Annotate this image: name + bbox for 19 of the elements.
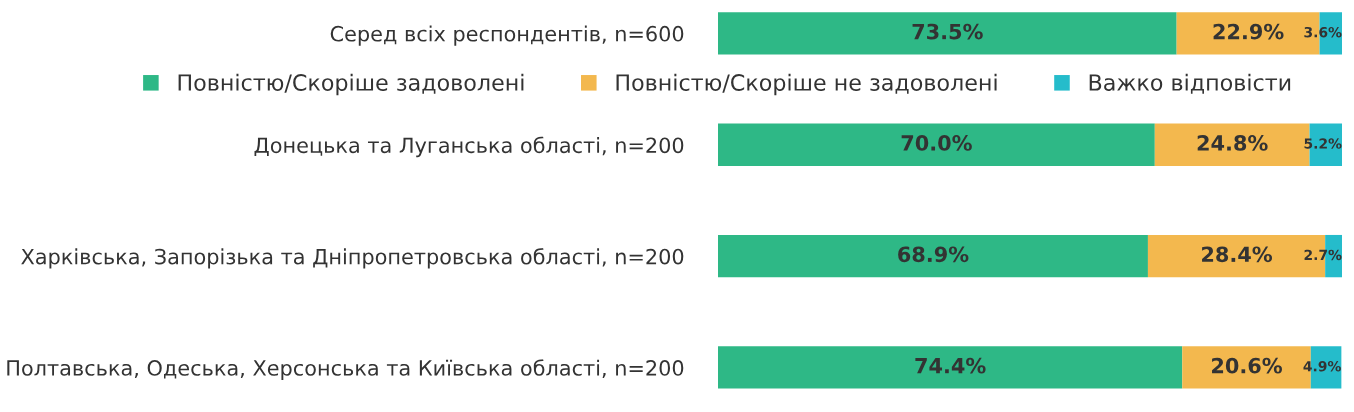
data-label: 73.5% bbox=[912, 23, 983, 40]
y-tick-label: Донецька та Луганська області, n=200 bbox=[254, 136, 684, 158]
data-label: 22.9% bbox=[1213, 23, 1284, 40]
y-tick-label: Харківська, Запорізька та Дніпропетровська області, n=200 bbox=[21, 248, 684, 269]
bar bbox=[718, 346, 1183, 389]
legend-label: Повністю/Скоріше не задоволені bbox=[616, 73, 997, 96]
bar bbox=[718, 12, 1177, 55]
legend-label: Важко відповісти bbox=[1089, 73, 1291, 94]
y-tick-label: Полтавська, Одеська, Херсонська та Київська області, n=200 bbox=[7, 359, 684, 380]
data-label: 20.6% bbox=[1212, 357, 1282, 374]
bar bbox=[718, 123, 1155, 166]
data-label: 28.4% bbox=[1202, 246, 1273, 263]
data-label: 68.9% bbox=[898, 246, 969, 263]
data-label: 24.8% bbox=[1197, 135, 1268, 151]
bar bbox=[718, 234, 1148, 278]
data-label: 74.4% bbox=[915, 357, 986, 374]
legend-label: Повністю/Скоріше задоволені bbox=[178, 73, 524, 96]
data-label: 70.0% bbox=[901, 135, 972, 151]
y-tick-label: Серед всіх респондентів, n=600 bbox=[330, 25, 684, 46]
